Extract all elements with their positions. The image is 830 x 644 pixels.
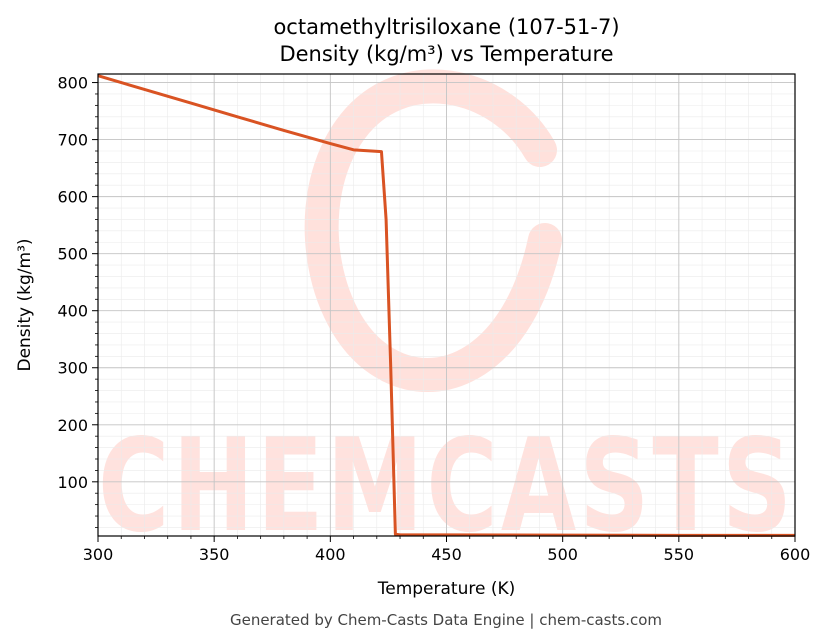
- x-tick-label: 400: [315, 545, 346, 564]
- x-tick-label: 500: [547, 545, 578, 564]
- watermark-swirl: [304, 69, 562, 392]
- major-grid: [97, 74, 796, 536]
- x-tick-label: 450: [431, 545, 462, 564]
- axis-ticks: [92, 82, 796, 542]
- x-tick-label: 550: [664, 545, 695, 564]
- x-tick-label: 350: [199, 545, 230, 564]
- y-tick-label: 800: [57, 74, 88, 93]
- y-tick-label: 300: [57, 359, 88, 378]
- footer-credit: Generated by Chem-Casts Data Engine | ch…: [230, 611, 662, 629]
- y-axis-label: Density (kg/m³): [15, 238, 35, 371]
- y-tick-label: 500: [57, 245, 88, 264]
- chart-title-line2: Density (kg/m³) vs Temperature: [279, 42, 613, 66]
- x-axis-label: Temperature (K): [377, 579, 516, 599]
- x-tick-label: 600: [780, 545, 811, 564]
- y-tick-label: 700: [57, 131, 88, 150]
- y-tick-labels: 100 200 300 400 500 600 700 800: [57, 74, 88, 492]
- x-tick-labels: 300 350 400 450 500 550 600: [83, 545, 811, 564]
- y-tick-label: 200: [57, 416, 88, 435]
- y-tick-label: 100: [57, 473, 88, 492]
- chart-title-line1: octamethyltrisiloxane (107-51-7): [273, 15, 619, 39]
- x-tick-label: 300: [83, 545, 114, 564]
- y-tick-label: 400: [57, 302, 88, 321]
- y-tick-label: 600: [57, 188, 88, 207]
- density-series-line: [97, 74, 796, 537]
